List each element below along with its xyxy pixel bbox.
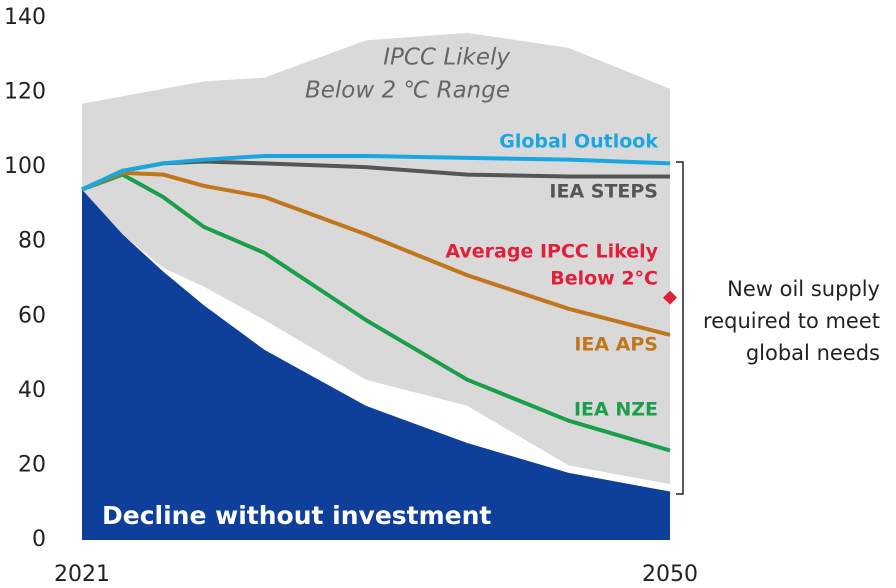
series-label: IEA STEPS	[549, 181, 658, 203]
y-tick-label: 140	[4, 5, 46, 30]
annotation: required to meet	[703, 309, 880, 333]
series-label: Average IPCC Likely	[445, 241, 658, 263]
decline-area	[82, 189, 670, 540]
x-tick-label: 2021	[54, 562, 110, 587]
series-line	[81, 170, 671, 337]
series-label: IPCC Likely	[383, 45, 510, 71]
y-tick-label: 20	[18, 452, 46, 477]
marker	[663, 290, 677, 305]
y-tick-label: 40	[18, 378, 46, 403]
series-label: Decline without investment	[102, 501, 491, 530]
range-band	[82, 32, 670, 485]
series-label: Below 2 ℃ Range	[305, 78, 510, 104]
series-line	[81, 153, 671, 192]
series-label: Below 2°C	[550, 268, 658, 290]
series-line	[81, 172, 671, 453]
x-tick-label: 2050	[642, 562, 698, 587]
y-tick-label: 100	[4, 154, 46, 179]
series-label: Global Outlook	[499, 131, 658, 153]
y-tick-label: 80	[18, 229, 46, 254]
annotation: global needs	[746, 341, 880, 365]
series-label: IEA APS	[574, 334, 658, 356]
y-tick-label: 0	[32, 527, 46, 552]
y-tick-label: 60	[18, 303, 46, 328]
y-tick-label: 120	[4, 80, 46, 105]
series-label: IEA NZE	[574, 399, 658, 421]
annotation: New oil supply	[727, 277, 880, 301]
bracket	[676, 161, 684, 495]
